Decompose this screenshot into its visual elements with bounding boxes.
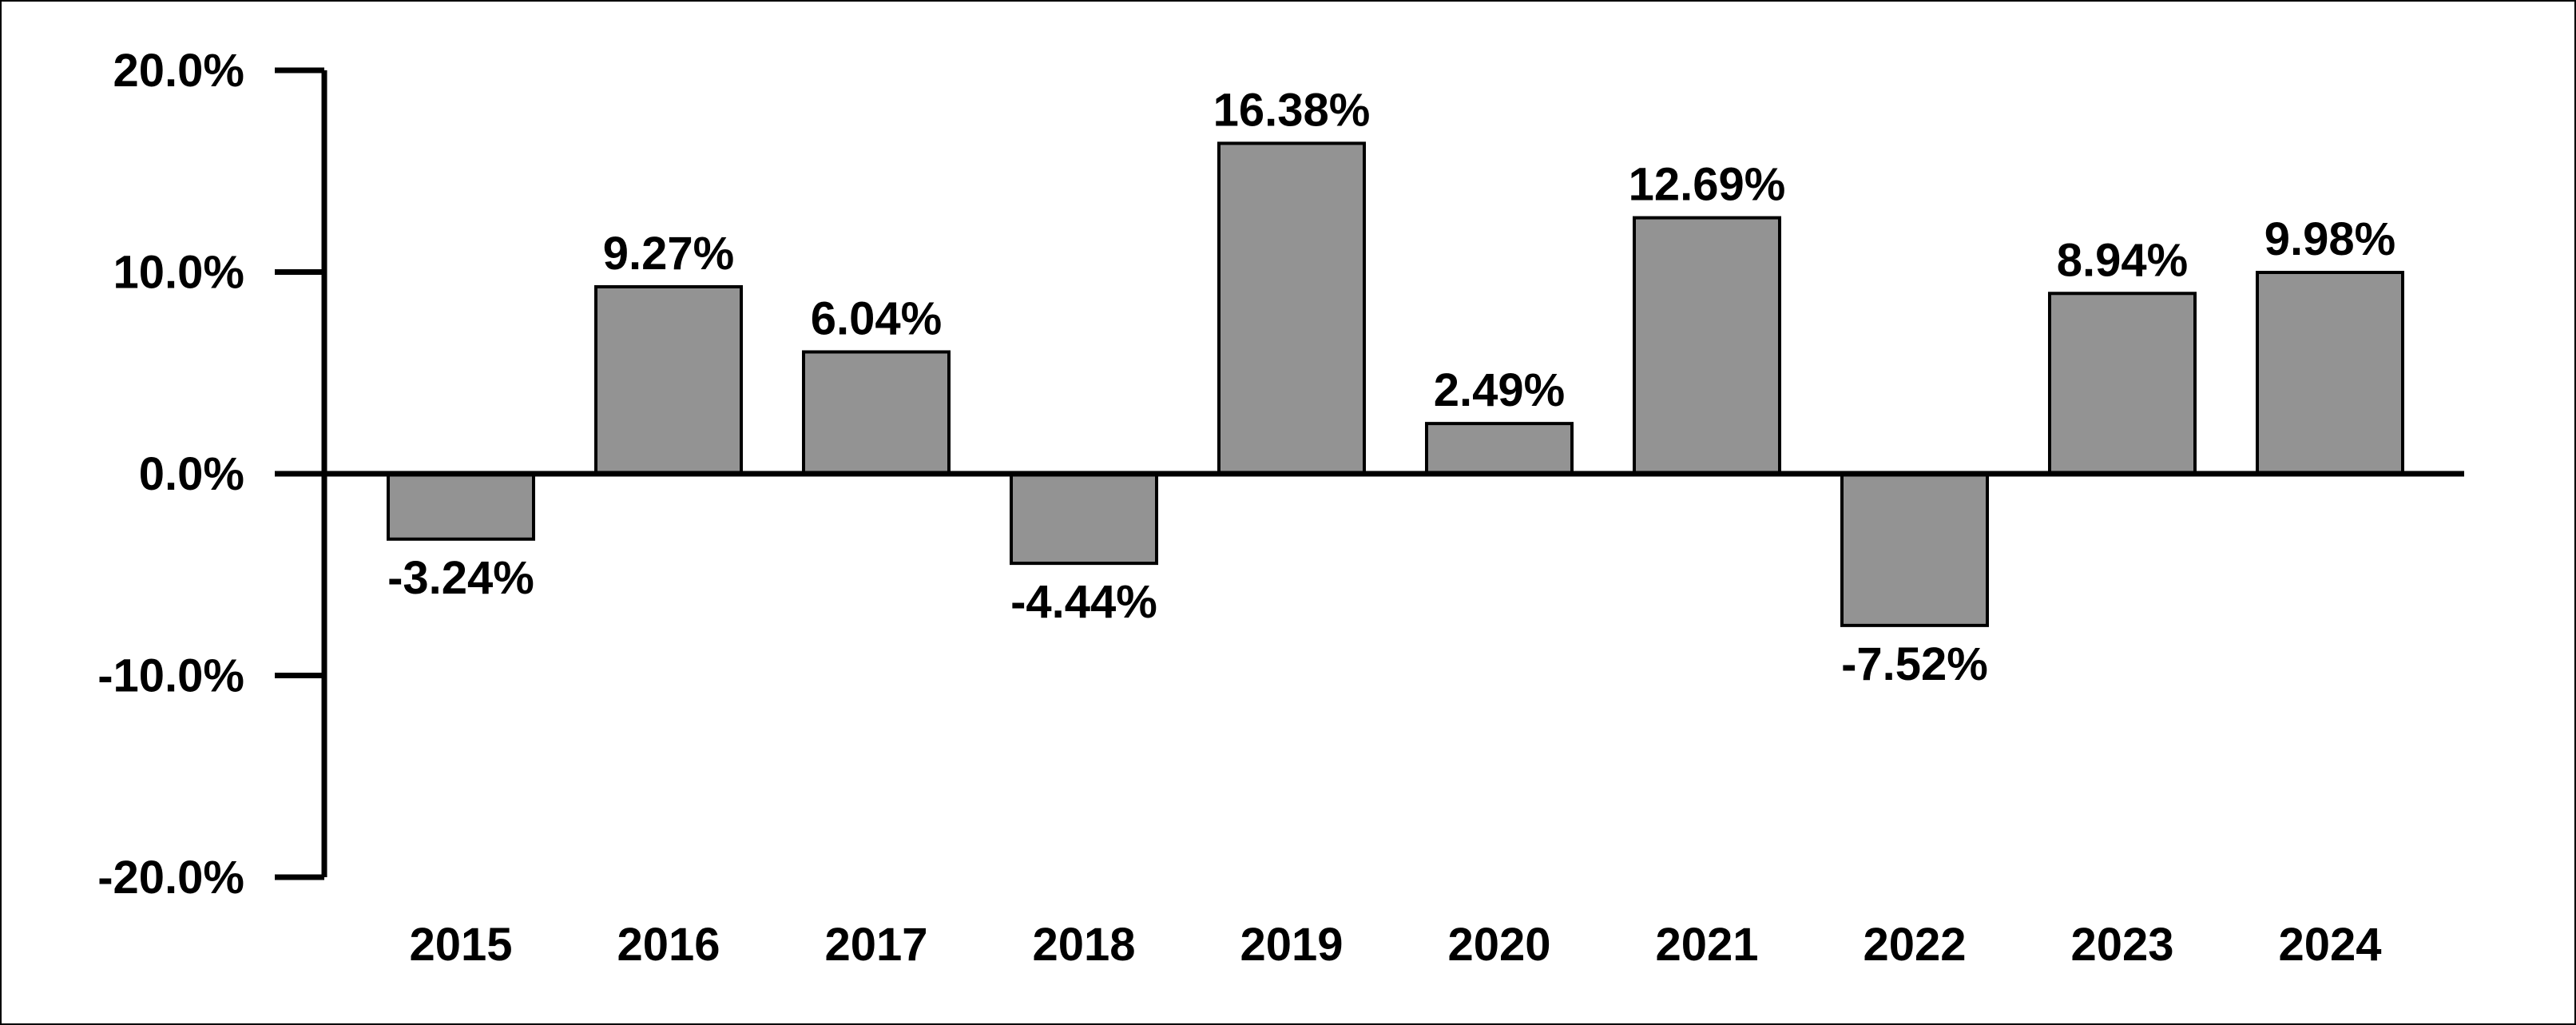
y-tick-label: 0.0%: [139, 448, 244, 500]
bar-2017: [802, 350, 951, 475]
x-category-label: 2018: [1032, 919, 1135, 971]
data-label: -7.52%: [1841, 638, 1988, 690]
data-label: 6.04%: [811, 292, 942, 344]
y-tick-label: -10.0%: [97, 650, 244, 702]
data-label: 16.38%: [1213, 84, 1371, 136]
data-label: -4.44%: [1010, 576, 1157, 628]
x-category-label: 2023: [2070, 919, 2173, 971]
x-category-label: 2024: [2278, 919, 2381, 971]
bar-2016: [594, 284, 743, 475]
x-category-label: 2015: [409, 919, 512, 971]
x-category-label: 2022: [1863, 919, 1966, 971]
x-category-label: 2019: [1240, 919, 1343, 971]
data-label: 8.94%: [2057, 234, 2188, 286]
x-category-label: 2017: [824, 919, 927, 971]
bar-2023: [2048, 292, 2197, 476]
bar-2019: [1217, 141, 1366, 475]
y-tick-label: 10.0%: [113, 247, 244, 299]
x-category-label: 2020: [1447, 919, 1550, 971]
axis-layer: [275, 67, 2464, 880]
bar-2024: [2256, 271, 2404, 475]
x-category-label: 2021: [1655, 919, 1758, 971]
labels-layer: 20.0% 10.0% 0.0% -10.0% -20.0% 2015 2016 2017 20…: [97, 45, 2395, 971]
bar-2021: [1633, 216, 1781, 475]
bar-2018: [1010, 472, 1158, 566]
x-category-label: 2016: [617, 919, 720, 971]
data-label: 2.49%: [1434, 364, 1565, 416]
y-tick-label: -20.0%: [97, 852, 244, 904]
data-label: 12.69%: [1629, 159, 1786, 211]
bar-2022: [1840, 472, 1989, 627]
bar-2015: [387, 472, 535, 541]
data-label: 9.27%: [603, 228, 734, 280]
data-label: -3.24%: [387, 552, 534, 604]
data-label: 9.98%: [2264, 213, 2395, 265]
bar-2020: [1425, 422, 1574, 476]
bars-layer: [387, 141, 2404, 627]
y-tick-label: 20.0%: [113, 45, 244, 97]
